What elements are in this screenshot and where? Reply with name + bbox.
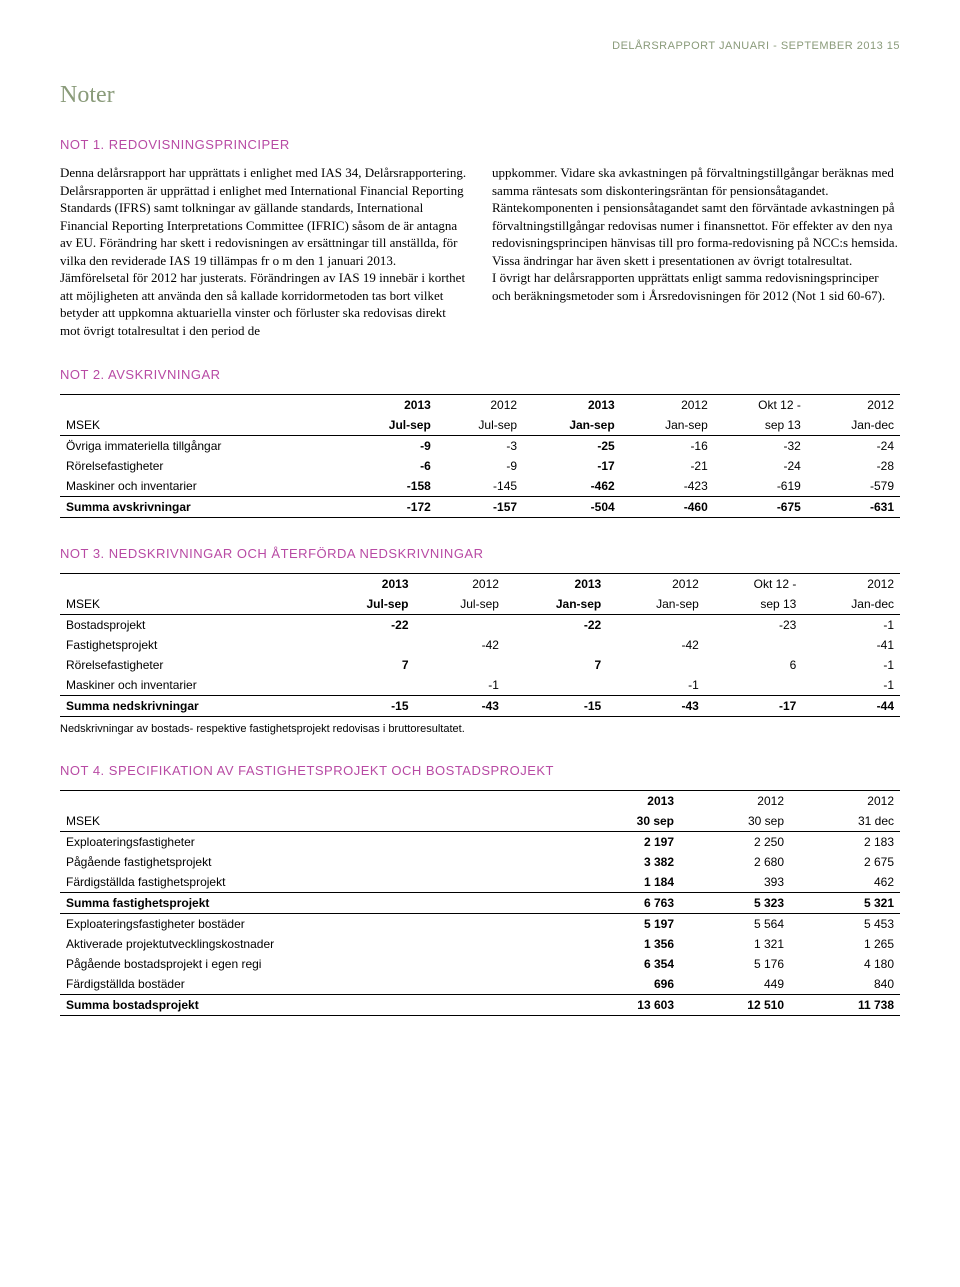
note-2-table: 2013201220132012Okt 12 -2012MSEKJul-sepJ…	[60, 394, 900, 518]
table-row: Rörelsefastigheter776-1	[60, 655, 900, 675]
note-2-heading: NOT 2. AVSKRIVNINGAR	[60, 367, 900, 382]
table-row: Övriga immateriella tillgångar-9-3-25-16…	[60, 436, 900, 457]
table-row: Maskiner och inventarier-1-1-1	[60, 675, 900, 696]
note-1-left-col: Denna delårsrapport har upprättats i enl…	[60, 164, 468, 339]
table-row: Maskiner och inventarier-158-145-462-423…	[60, 476, 900, 497]
table-total-row: Summa fastighetsprojekt6 7635 3235 321	[60, 893, 900, 914]
note-1-right-col: uppkommer. Vidare ska avkastningen på fö…	[492, 164, 900, 339]
page-header: DELÅRSRAPPORT JANUARI - SEPTEMBER 2013 1…	[60, 40, 900, 52]
note-3-table: 2013201220132012Okt 12 -2012MSEKJul-sepJ…	[60, 573, 900, 717]
table-total-row: Summa avskrivningar-172-157-504-460-675-…	[60, 497, 900, 518]
note-1-heading: NOT 1. REDOVISNINGSPRINCIPER	[60, 137, 900, 152]
table-row: Fastighetsprojekt-42-42-41	[60, 635, 900, 655]
note-4-table: 201320122012MSEK30 sep30 sep31 decExploa…	[60, 790, 900, 1016]
table-row: Färdigställda bostäder696449840	[60, 974, 900, 995]
table-row: Exploateringsfastigheter2 1972 2502 183	[60, 832, 900, 853]
table-total-row: Summa nedskrivningar-15-43-15-43-17-44	[60, 696, 900, 717]
table-row: Pågående fastighetsprojekt3 3822 6802 67…	[60, 852, 900, 872]
table-row: Exploateringsfastigheter bostäder5 1975 …	[60, 914, 900, 935]
table-total-row: Summa bostadsprojekt13 60312 51011 738	[60, 995, 900, 1016]
table-row: Aktiverade projektutvecklingskostnader1 …	[60, 934, 900, 954]
note-1-body: Denna delårsrapport har upprättats i enl…	[60, 164, 900, 339]
page-title: Noter	[60, 82, 900, 109]
table-row: Bostadsprojekt-22-22-23-1	[60, 615, 900, 636]
note-3-footnote: Nedskrivningar av bostads- respektive fa…	[60, 723, 900, 735]
note-4-heading: NOT 4. SPECIFIKATION AV FASTIGHETSPROJEK…	[60, 763, 900, 778]
table-row: Pågående bostadsprojekt i egen regi6 354…	[60, 954, 900, 974]
note-3-heading: NOT 3. NEDSKRIVNINGAR OCH ÅTERFÖRDA NEDS…	[60, 546, 900, 561]
table-row: Rörelsefastigheter-6-9-17-21-24-28	[60, 456, 900, 476]
table-row: Färdigställda fastighetsprojekt1 1843934…	[60, 872, 900, 893]
